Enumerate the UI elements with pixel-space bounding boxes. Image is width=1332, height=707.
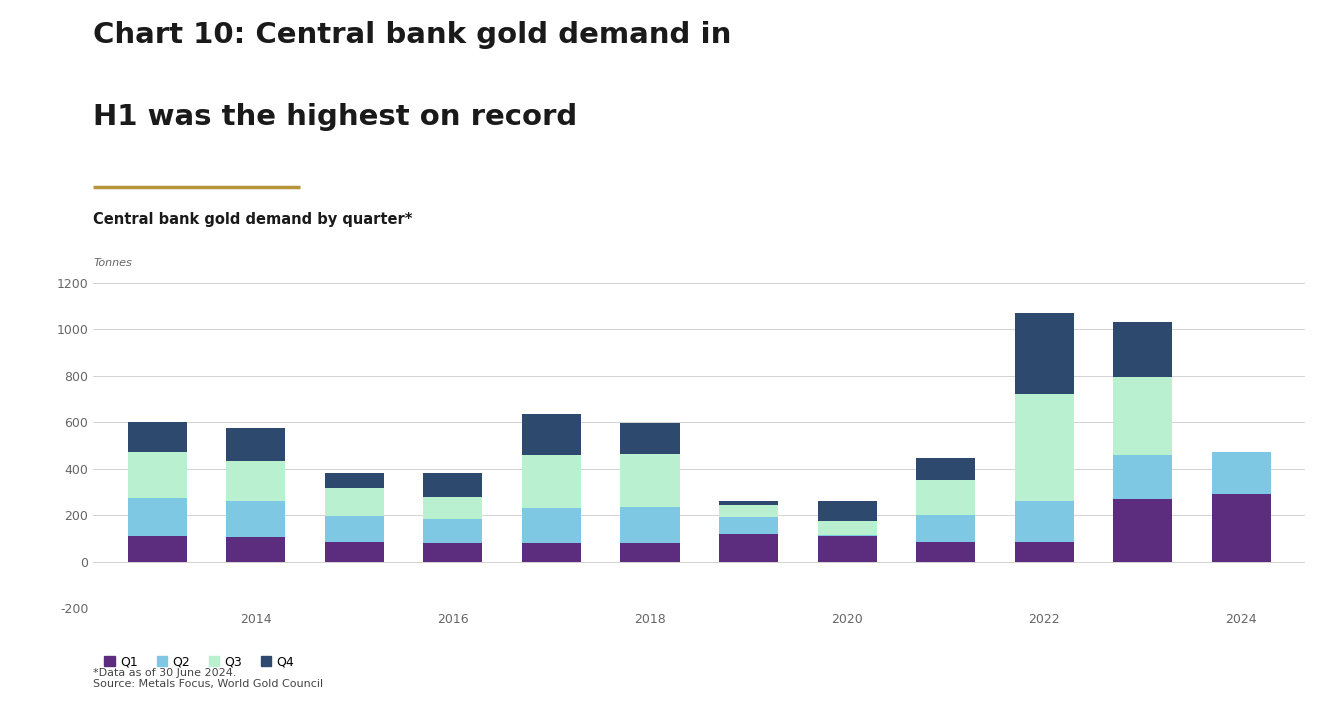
Bar [818, 521, 876, 534]
Bar [621, 543, 679, 561]
Bar [1114, 377, 1172, 455]
Bar [1212, 452, 1271, 494]
Bar [916, 480, 975, 515]
Bar [916, 515, 975, 542]
Bar [1114, 455, 1172, 499]
Bar [226, 428, 285, 460]
Bar [226, 460, 285, 501]
Bar [424, 496, 482, 519]
Bar [719, 505, 778, 518]
Bar [522, 414, 581, 455]
Bar [522, 543, 581, 561]
Bar [621, 454, 679, 507]
Text: *Data as of 30 June 2024.
Source: Metals Focus, World Gold Council: *Data as of 30 June 2024. Source: Metals… [93, 667, 324, 689]
Text: H1 was the highest on record: H1 was the highest on record [93, 103, 578, 131]
Bar [719, 501, 778, 505]
Bar [1212, 494, 1271, 561]
Bar [424, 473, 482, 496]
Bar [1015, 542, 1074, 561]
Text: Tonnes: Tonnes [93, 258, 132, 268]
Bar [325, 516, 384, 542]
Bar [128, 536, 186, 561]
Bar [128, 498, 186, 536]
Bar [325, 489, 384, 516]
Bar [719, 534, 778, 561]
Bar [621, 423, 679, 454]
Bar [226, 501, 285, 537]
Bar [719, 518, 778, 534]
Bar [325, 473, 384, 489]
Bar [1015, 313, 1074, 395]
Text: Central bank gold demand by quarter*: Central bank gold demand by quarter* [93, 212, 413, 227]
Bar [916, 542, 975, 561]
Bar [325, 542, 384, 561]
Bar [818, 536, 876, 561]
Bar [522, 455, 581, 508]
Bar [226, 537, 285, 561]
Bar [916, 458, 975, 480]
Bar [424, 519, 482, 543]
Bar [818, 501, 876, 521]
Text: Chart 10: Central bank gold demand in: Chart 10: Central bank gold demand in [93, 21, 731, 49]
Bar [522, 508, 581, 543]
Bar [1015, 395, 1074, 501]
Bar [621, 507, 679, 543]
Bar [818, 534, 876, 536]
Bar [128, 422, 186, 452]
Bar [1015, 501, 1074, 542]
Legend: Q1, Q2, Q3, Q4: Q1, Q2, Q3, Q4 [100, 650, 300, 673]
Bar [1114, 499, 1172, 561]
Bar [424, 543, 482, 561]
Bar [1114, 322, 1172, 377]
Bar [128, 452, 186, 498]
